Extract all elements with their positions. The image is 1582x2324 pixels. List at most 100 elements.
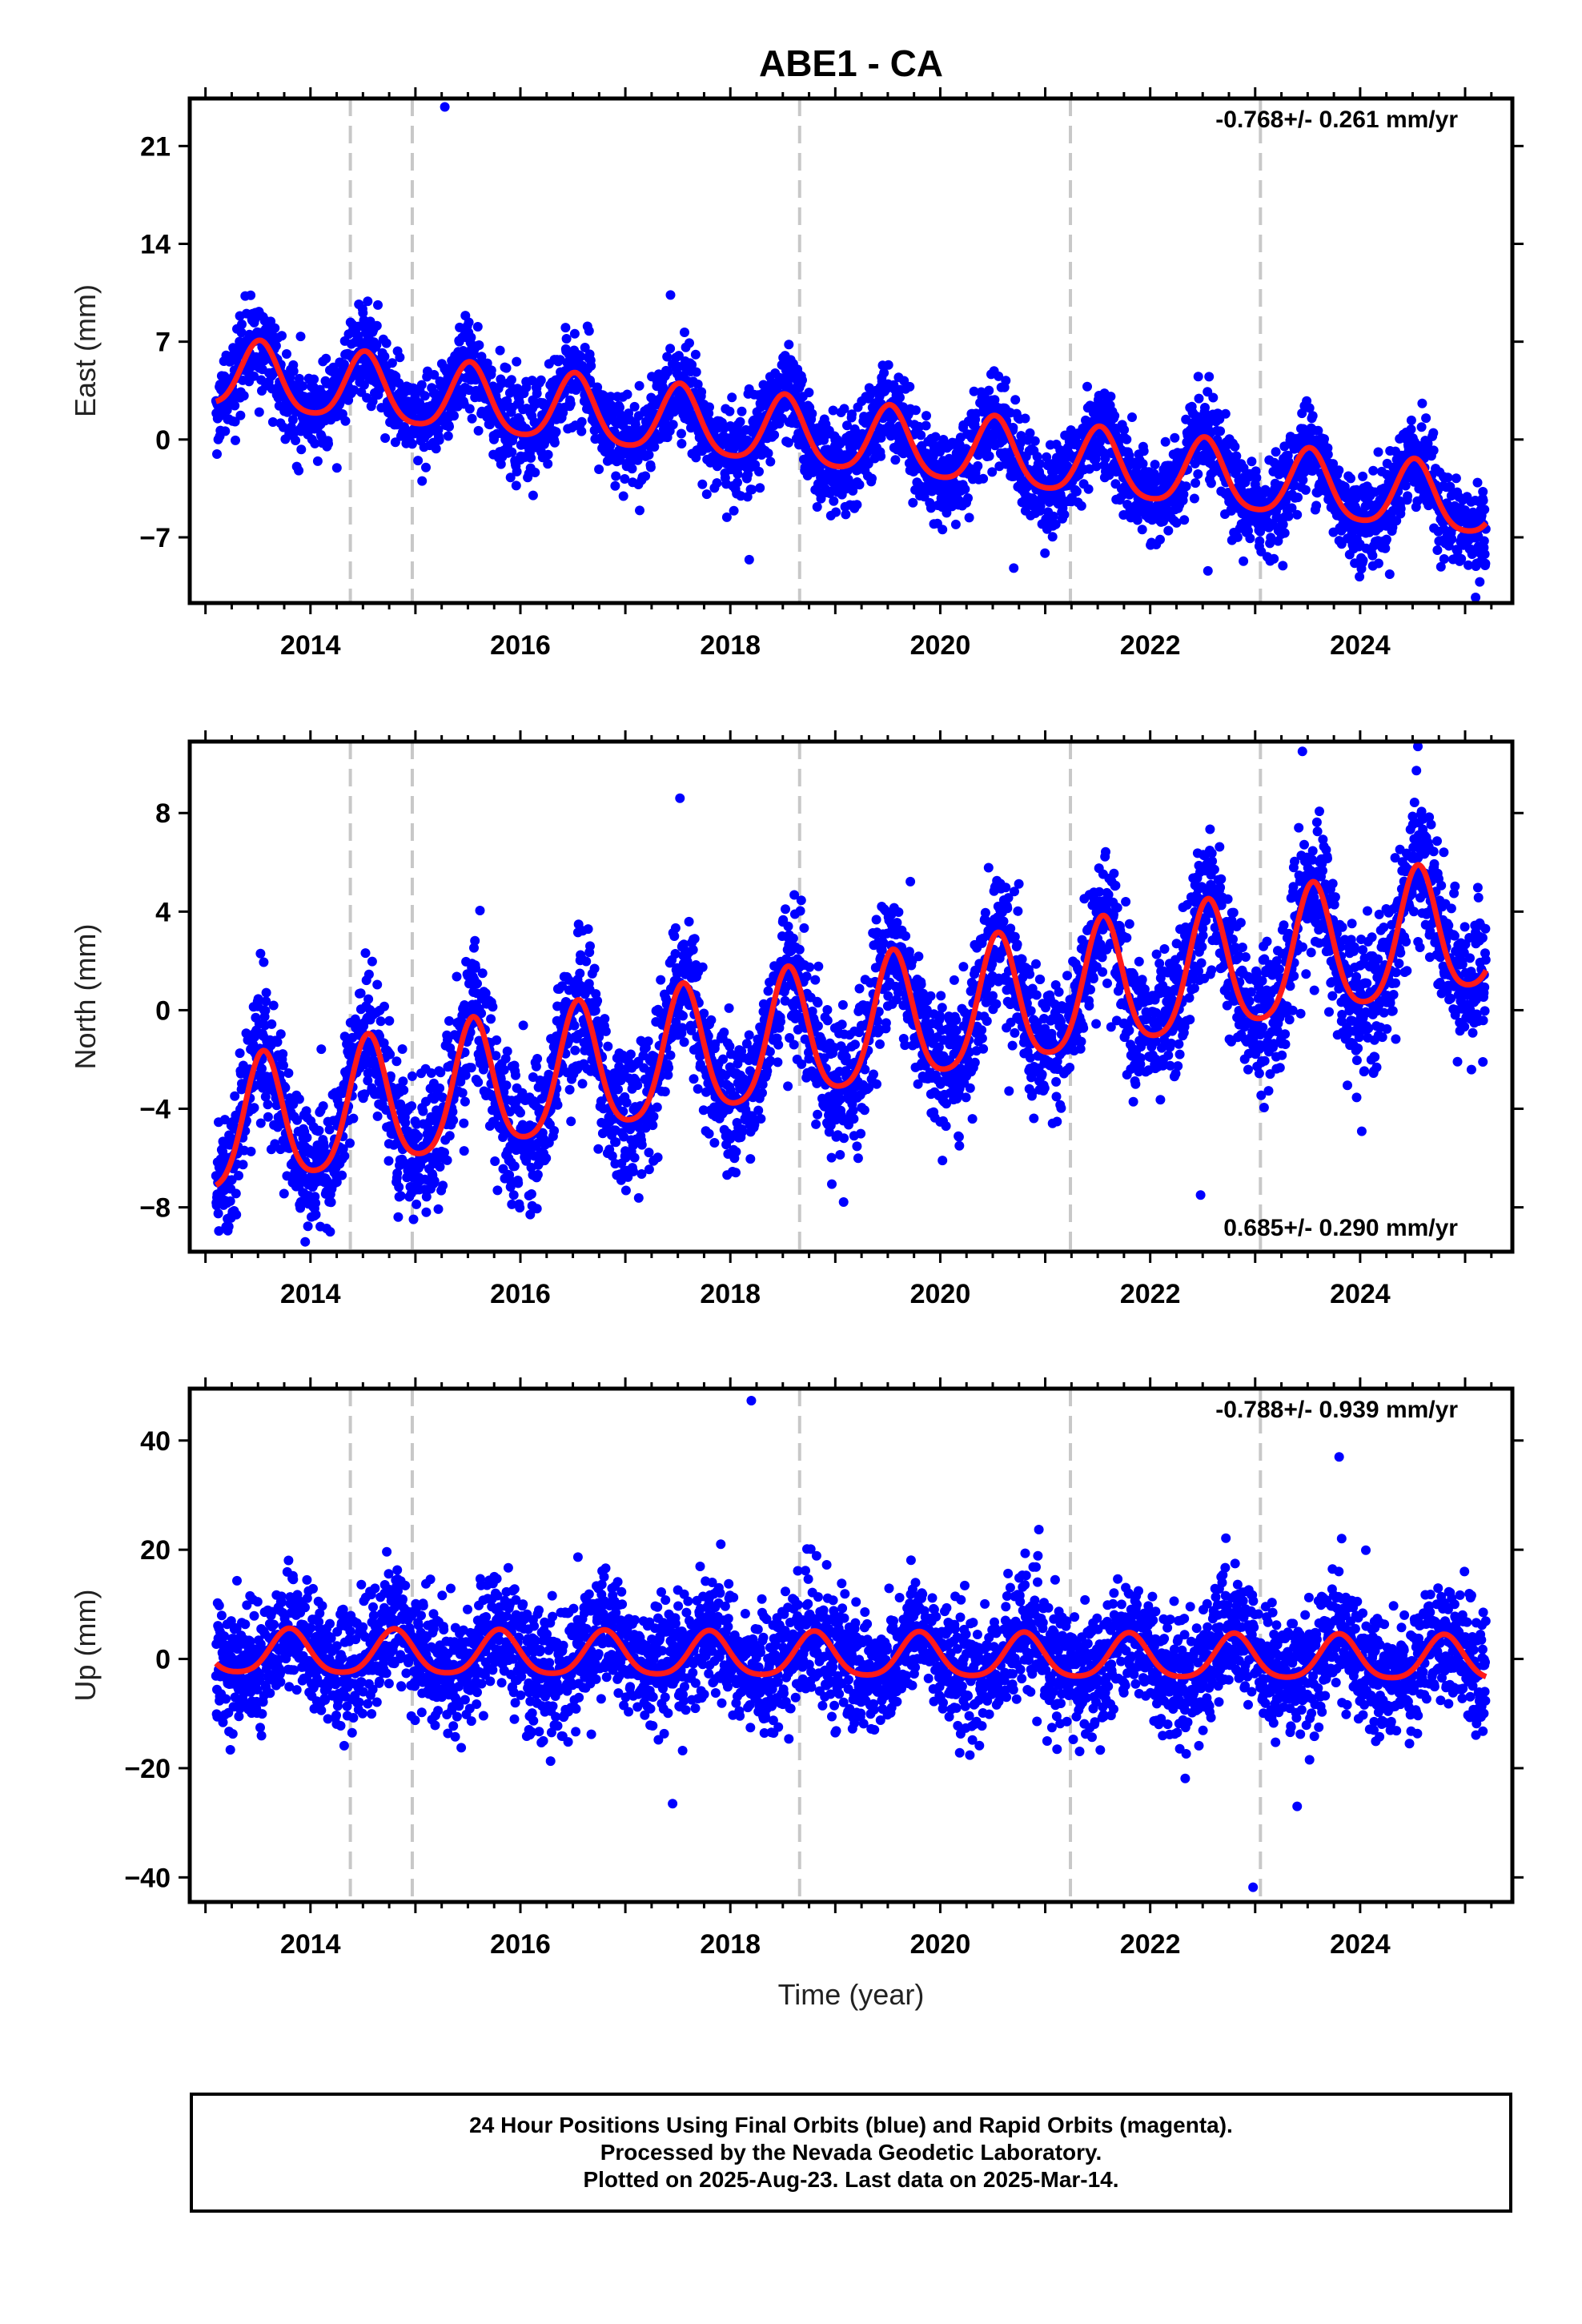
- data-point: [379, 352, 390, 362]
- data-point: [466, 332, 476, 343]
- data-point: [743, 469, 753, 480]
- data-point: [268, 1000, 279, 1011]
- data-point: [260, 1005, 271, 1015]
- data-point: [393, 1212, 404, 1222]
- data-point: [1381, 534, 1391, 545]
- data-point: [984, 451, 994, 461]
- data-point: [1293, 493, 1303, 503]
- data-point: [496, 459, 506, 469]
- data-point: [1287, 503, 1297, 513]
- data-point: [1395, 504, 1406, 514]
- data-point: [219, 1115, 230, 1125]
- data-point: [367, 396, 378, 407]
- data-point: [230, 416, 240, 427]
- data-point: [444, 1015, 454, 1026]
- data-point: [261, 996, 271, 1007]
- data-point: [1480, 549, 1490, 559]
- data-point: [1271, 447, 1281, 457]
- data-point: [735, 416, 745, 427]
- data-point: [255, 948, 266, 959]
- data-point: [1138, 446, 1149, 456]
- data-point: [867, 473, 877, 484]
- data-point: [363, 296, 373, 307]
- data-point: [1423, 438, 1433, 448]
- data-point: [505, 472, 516, 483]
- data-point: [530, 468, 540, 477]
- data-point: [1435, 561, 1446, 572]
- data-point: [1178, 489, 1189, 500]
- data-point: [712, 478, 722, 489]
- data-point: [512, 466, 522, 476]
- data-point: [340, 416, 351, 426]
- data-point: [1323, 449, 1333, 460]
- data-point: [263, 1112, 273, 1122]
- data-point: [1300, 485, 1311, 495]
- data-point: [1373, 558, 1383, 569]
- data-point: [1358, 471, 1368, 481]
- data-point: [416, 380, 427, 390]
- data-point: [1480, 558, 1491, 569]
- data-point: [1132, 515, 1142, 525]
- data-point: [279, 1188, 289, 1199]
- data-point: [831, 507, 841, 517]
- data-point: [253, 994, 263, 1004]
- data-point: [1204, 372, 1215, 382]
- data-point: [1160, 436, 1170, 447]
- data-point: [230, 400, 240, 411]
- data-point: [1047, 532, 1058, 542]
- data-point: [287, 415, 298, 425]
- data-point: [586, 360, 596, 371]
- data-point: [1122, 434, 1132, 444]
- data-point: [259, 957, 269, 967]
- data-point: [421, 462, 431, 472]
- data-point: [1421, 413, 1431, 424]
- data-point: [467, 413, 477, 424]
- data-point: [1200, 403, 1210, 412]
- data-point: [466, 1063, 476, 1073]
- data-point: [1439, 554, 1449, 564]
- data-point: [459, 1118, 469, 1128]
- data-point: [691, 452, 701, 463]
- data-point: [1447, 534, 1457, 544]
- data-point: [804, 388, 814, 398]
- data-point: [1127, 412, 1137, 422]
- data-point: [697, 387, 707, 397]
- data-point: [270, 323, 280, 333]
- data-point: [1278, 520, 1288, 529]
- data-point: [295, 332, 306, 342]
- data-point: [691, 367, 701, 377]
- data-point: [969, 386, 979, 396]
- data-point: [876, 432, 886, 443]
- data-point: [371, 340, 382, 350]
- data-point: [1034, 459, 1045, 469]
- data-point: [355, 372, 366, 383]
- data-point: [407, 1071, 417, 1081]
- data-point: [848, 485, 858, 496]
- data-point: [1215, 426, 1226, 436]
- data-point: [1464, 560, 1473, 570]
- data-point: [486, 365, 496, 376]
- outlier-point: [1203, 565, 1213, 576]
- data-point: [1194, 393, 1204, 404]
- data-point: [662, 352, 673, 362]
- data-point: [784, 340, 794, 350]
- data-point: [429, 1176, 440, 1186]
- data-point: [908, 497, 918, 508]
- data-point: [360, 948, 371, 959]
- data-point: [302, 1132, 312, 1143]
- x-tick-label: 2022: [1120, 630, 1181, 661]
- data-point: [1091, 461, 1102, 472]
- data-point: [459, 1146, 469, 1156]
- data-point: [512, 356, 522, 367]
- data-point: [1008, 423, 1018, 432]
- data-point: [435, 1083, 445, 1093]
- data-point: [455, 322, 465, 332]
- data-point: [973, 460, 983, 471]
- data-point: [501, 363, 512, 373]
- data-point: [1328, 459, 1339, 469]
- data-point: [1298, 475, 1308, 485]
- data-point: [474, 340, 484, 350]
- data-point: [685, 338, 694, 348]
- data-point: [1076, 501, 1086, 511]
- data-point: [407, 439, 417, 449]
